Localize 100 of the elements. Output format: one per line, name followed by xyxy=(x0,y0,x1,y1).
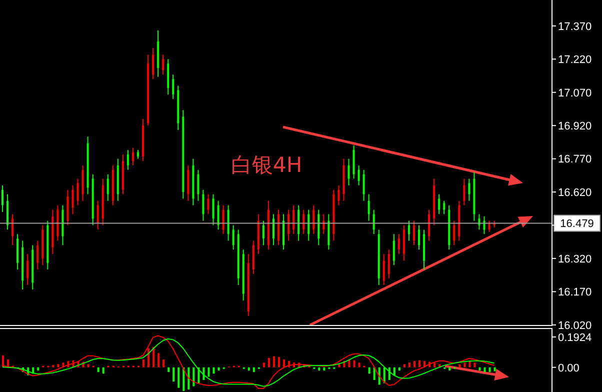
candlestick xyxy=(392,234,395,266)
candlestick xyxy=(222,204,224,235)
candlestick xyxy=(12,214,14,246)
bar xyxy=(272,356,275,368)
candlestick xyxy=(152,48,154,80)
candlestick xyxy=(453,220,456,246)
y-tick-label: 16.770 xyxy=(558,154,592,166)
candlestick xyxy=(76,178,79,206)
candlestick xyxy=(96,200,99,230)
candlestick xyxy=(408,220,410,242)
candlestick xyxy=(312,204,315,235)
bar xyxy=(262,362,265,368)
bar xyxy=(338,364,340,368)
annotation: 白银4H xyxy=(231,152,302,179)
y-tick-label: 17.370 xyxy=(558,20,592,33)
candlestick xyxy=(468,178,470,202)
candlestick xyxy=(132,147,134,166)
bar xyxy=(37,367,40,371)
y-tick-label: 17.220 xyxy=(558,54,592,66)
candlestick xyxy=(202,189,204,222)
candlestick xyxy=(36,240,39,270)
candlestick xyxy=(2,184,4,212)
candlestick xyxy=(428,209,430,242)
bar xyxy=(458,364,461,368)
bar xyxy=(178,367,180,388)
bar xyxy=(448,367,451,371)
bar xyxy=(478,367,481,371)
y-tick-label: 16.020 xyxy=(558,320,592,332)
candlestick xyxy=(26,254,29,286)
candlestick xyxy=(388,249,390,279)
bar xyxy=(358,362,360,368)
candlestick xyxy=(302,209,305,235)
candlestick xyxy=(338,184,340,206)
bar xyxy=(268,358,270,368)
bar xyxy=(368,367,370,374)
candlestick xyxy=(292,204,295,235)
ref-line-label: 16.479 xyxy=(560,218,594,230)
bar xyxy=(283,359,286,368)
candlestick xyxy=(162,54,164,76)
bar xyxy=(413,361,416,368)
candlestick xyxy=(207,194,210,215)
candlestick xyxy=(262,220,264,246)
candlestick xyxy=(438,194,440,215)
bar xyxy=(468,361,471,368)
bar xyxy=(142,359,145,368)
bar xyxy=(434,362,436,368)
y-tick-label: 16.920 xyxy=(558,120,592,132)
bar xyxy=(408,362,410,368)
bar xyxy=(252,367,255,372)
candlestick xyxy=(382,254,385,286)
candlestick xyxy=(197,169,200,202)
bar xyxy=(488,367,491,372)
bar xyxy=(57,364,60,368)
candlestick xyxy=(288,209,290,242)
bar xyxy=(218,367,220,371)
bar xyxy=(348,359,350,368)
bar xyxy=(168,367,170,372)
bar xyxy=(212,367,215,374)
candlestick xyxy=(272,214,274,246)
bar xyxy=(248,367,250,371)
bar xyxy=(188,367,190,390)
bar xyxy=(393,367,396,376)
bar xyxy=(403,364,406,368)
bar xyxy=(158,353,160,368)
bar xyxy=(87,364,90,368)
bar xyxy=(152,346,155,368)
bar xyxy=(398,367,400,371)
bar xyxy=(318,367,320,371)
bar xyxy=(323,367,326,371)
candlestick xyxy=(308,209,310,242)
bar xyxy=(52,364,54,368)
bar xyxy=(97,367,100,372)
bar xyxy=(278,357,280,368)
y-tick-label: 0.1924 xyxy=(558,332,592,344)
bar xyxy=(172,367,175,382)
candlestick xyxy=(172,74,174,100)
y-tick-label: 16.170 xyxy=(558,286,592,299)
candlestick xyxy=(398,234,400,255)
candlestick xyxy=(488,220,490,232)
y-tick-label: 17.070 xyxy=(558,87,592,100)
bar xyxy=(148,348,150,368)
y-tick-label: 16.620 xyxy=(558,186,592,199)
candlestick xyxy=(362,169,365,202)
bar xyxy=(464,362,466,368)
candlestick xyxy=(412,220,415,246)
candlestick xyxy=(418,224,420,250)
bar xyxy=(418,360,421,368)
candlestick xyxy=(232,224,234,250)
candlestick xyxy=(72,184,74,215)
bar xyxy=(182,367,185,392)
candlestick xyxy=(106,174,109,202)
candlestick xyxy=(358,164,360,186)
candlestick xyxy=(217,200,220,230)
bar xyxy=(192,367,195,386)
candlestick xyxy=(348,158,350,186)
bar xyxy=(208,367,210,377)
bar xyxy=(474,362,476,368)
bar xyxy=(162,359,165,368)
y-tick-label: 16.320 xyxy=(558,253,592,266)
bar xyxy=(494,367,496,372)
